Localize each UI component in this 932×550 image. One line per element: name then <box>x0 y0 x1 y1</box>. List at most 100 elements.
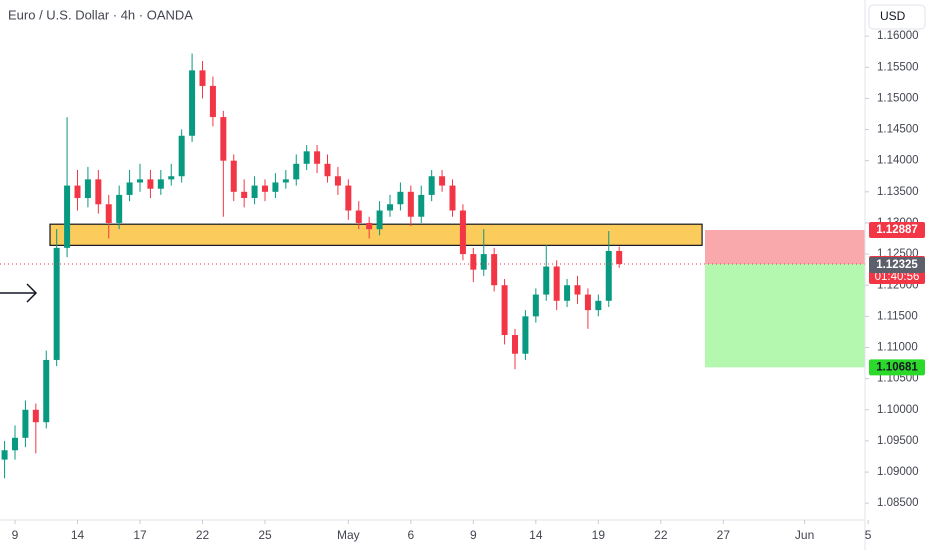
candle-body <box>605 250 612 301</box>
candle-body <box>616 250 623 265</box>
candle-body <box>116 194 123 223</box>
candle-body <box>126 182 133 195</box>
candle-body <box>43 359 50 423</box>
candle-body <box>595 300 602 311</box>
price-label: 1.12887 <box>876 224 918 236</box>
candle-body <box>574 285 581 295</box>
time-axis: 9 14 17 22 25 May 6 9 14 19 22 27 Jun 5 <box>0 519 872 542</box>
candle-body <box>189 70 196 136</box>
candle-body <box>532 294 539 317</box>
x-tick-label: 6 <box>407 528 414 542</box>
candle-body <box>522 316 529 354</box>
currency-label: USD <box>880 9 906 23</box>
support-zone <box>49 223 703 246</box>
candle-body <box>262 185 268 192</box>
y-tick-label: 1.15500 <box>877 61 919 73</box>
candle-body <box>303 151 310 164</box>
candle-body <box>251 185 258 199</box>
price-label-box <box>869 359 925 376</box>
x-tick-label: 25 <box>258 528 272 542</box>
y-tick-label: 1.09000 <box>877 466 919 478</box>
candle-body <box>418 194 425 217</box>
candle-body <box>32 409 39 423</box>
x-tick-label: 14 <box>71 528 85 542</box>
y-tick-label: 1.08500 <box>877 497 919 509</box>
price-label-box <box>869 221 925 238</box>
x-tick-label: Jun <box>795 528 814 542</box>
candle-body <box>366 222 373 230</box>
candle-body <box>12 437 18 451</box>
y-tick-label: 1.16000 <box>877 30 919 42</box>
candle-body <box>178 135 185 177</box>
currency-button[interactable] <box>868 4 926 30</box>
candle-body <box>428 176 435 195</box>
candle-body <box>543 266 550 295</box>
y-tick-label: 1.13500 <box>877 186 919 198</box>
candle-body <box>491 254 498 286</box>
x-tick-label: 22 <box>196 528 210 542</box>
candle-body <box>241 191 248 199</box>
x-tick-label: 22 <box>654 528 668 542</box>
candle-body <box>553 266 560 301</box>
candle-body <box>314 151 321 164</box>
candle-body <box>564 285 571 301</box>
y-tick-label: 1.14000 <box>877 155 919 167</box>
candle-body <box>334 176 341 186</box>
candle-body <box>84 179 91 199</box>
candle-body <box>230 160 237 192</box>
y-tick-label: 1.15000 <box>877 92 919 104</box>
x-tick-label: 9 <box>12 528 19 542</box>
x-tick-label: May <box>337 528 360 542</box>
candle-body <box>147 179 154 189</box>
target-area <box>705 264 865 368</box>
candle-body <box>480 254 487 270</box>
candle-body <box>470 254 477 270</box>
candle-body <box>220 117 227 161</box>
candle-body <box>74 185 81 199</box>
candle-body <box>324 163 331 177</box>
candle-body <box>459 210 466 255</box>
candle-body <box>95 179 102 205</box>
x-tick-label: 14 <box>529 528 543 542</box>
y-tick-label: 1.10000 <box>877 404 919 416</box>
candle-body <box>345 185 352 211</box>
overlay <box>0 283 38 303</box>
candle-body <box>137 179 143 183</box>
x-tick-label: 19 <box>592 528 606 542</box>
candle-body <box>282 179 289 183</box>
candle-body <box>584 294 591 311</box>
countdown: 01:40:56 <box>875 271 920 283</box>
candle-body <box>105 204 112 223</box>
x-tick-label: 27 <box>717 528 731 542</box>
y-tick-label: 1.11500 <box>877 310 918 322</box>
candle-body <box>157 179 164 189</box>
y-tick-label: 1.11000 <box>877 342 918 354</box>
candle-body <box>168 176 175 180</box>
price-label: 1.10681 <box>876 361 918 373</box>
x-tick-label: 9 <box>470 528 477 542</box>
candle-body <box>407 191 414 217</box>
y-tick-label: 1.14500 <box>877 124 919 136</box>
candle-body <box>387 204 393 211</box>
price-label-box <box>869 256 925 273</box>
plot-area <box>0 53 865 479</box>
x-tick-label: 5 <box>865 528 872 542</box>
candle-body <box>1 450 8 460</box>
y-tick-label: 1.10500 <box>877 373 919 385</box>
candle-body <box>272 182 279 192</box>
candle-body <box>53 247 60 360</box>
candle-body <box>199 70 206 86</box>
candle-body <box>397 191 404 205</box>
candle-body <box>22 409 29 438</box>
chart-title: Euro / U.S. Dollar · 4h · OANDA <box>8 7 193 22</box>
candle-body <box>64 185 71 248</box>
arrow-head <box>26 283 38 303</box>
price-label: 1.12325 <box>876 259 918 271</box>
stop-area <box>705 229 865 265</box>
price-axis: 1.16000 1.15500 1.15000 1.14500 1.14000 1.135… <box>864 0 919 550</box>
candle-body <box>439 176 446 186</box>
candle-body <box>293 163 300 180</box>
